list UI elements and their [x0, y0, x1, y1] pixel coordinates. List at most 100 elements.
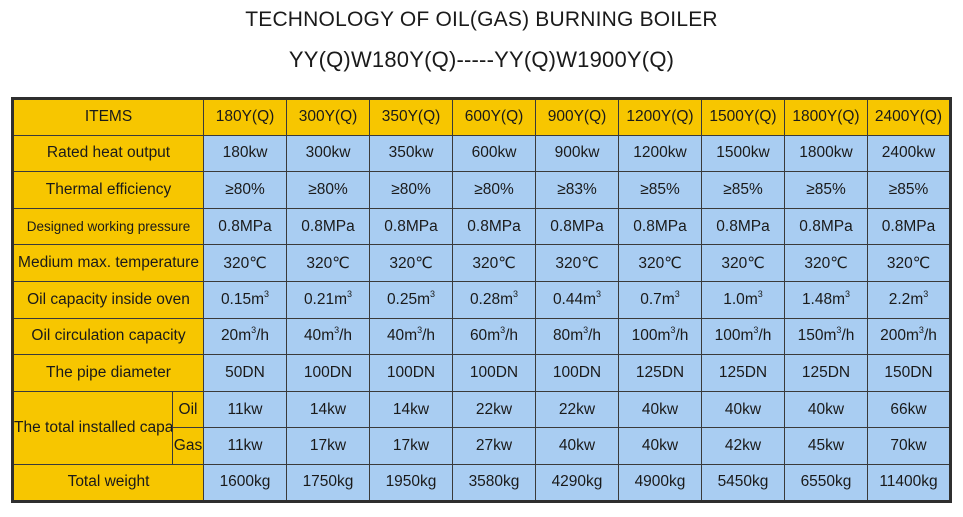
spec-value-cell: 0.21m3: [286, 280, 370, 319]
spec-value-cell: 40m3/h: [369, 317, 453, 356]
spec-value: 1.48: [801, 290, 833, 308]
spec-value: 600kw: [471, 144, 517, 162]
spec-value: 80: [552, 327, 571, 345]
items-header-cell: ITEMS: [12, 98, 204, 136]
spec-value: 0.8MPa: [467, 217, 521, 235]
model-header-cell: 600Y(Q): [452, 98, 536, 136]
oil-sublabel: Oil: [172, 390, 204, 429]
unit-suffix: /h: [675, 327, 689, 345]
oil-power-cell: 14kw: [286, 390, 370, 429]
unit-superscript: 3: [347, 288, 353, 299]
row-label: Rated heat output: [12, 134, 204, 173]
spec-value: ≥85%: [640, 180, 680, 198]
spec-value-cell: 1.0m3: [701, 280, 785, 319]
unit-superscript: 3: [334, 325, 340, 336]
spec-value: 0.44: [552, 290, 584, 308]
unit-label: m: [657, 327, 671, 345]
weight-value-cell: 4290kg: [535, 463, 619, 502]
oil-power-cell: 14kw: [369, 390, 453, 429]
unit-label: m: [334, 290, 348, 308]
weight-value-cell: 5450kg: [701, 463, 785, 502]
spec-value-cell: 320℃: [701, 244, 785, 282]
gas-power-cell: 40kw: [618, 427, 702, 465]
model-header-cell: 180Y(Q): [203, 98, 287, 136]
gas-power-cell: 11kw: [203, 427, 287, 465]
oil-power-cell: 22kw: [452, 390, 536, 429]
spec-value-cell: 0.8MPa: [535, 207, 619, 246]
spec-value-cell: 2.2m3: [867, 280, 951, 319]
spec-value-cell: 1800kw: [784, 134, 868, 173]
spec-value-cell: 0.8MPa: [369, 207, 453, 246]
spec-value-cell: ≥85%: [867, 171, 951, 209]
spec-value-cell: 0.15m3: [203, 280, 287, 319]
spec-value-cell: 0.8MPa: [784, 207, 868, 246]
gas-power-cell: 27kw: [452, 427, 536, 465]
gas-power-cell: 70kw: [867, 427, 951, 465]
unit-superscript: 3: [757, 288, 763, 299]
weight-value-cell: 1750kg: [286, 463, 370, 502]
oil-power-cell: 11kw: [203, 390, 287, 429]
spec-value-cell: 320℃: [369, 244, 453, 282]
spec-value-cell: 40m3/h: [286, 317, 370, 356]
spec-value-cell: 150m3/h: [784, 317, 868, 356]
spec-value: 50DN: [225, 363, 265, 381]
spec-value: 0.15: [220, 290, 252, 308]
spec-value-cell: 100m3/h: [701, 317, 785, 356]
spec-value: 150DN: [884, 363, 933, 381]
spec-value: 2400kw: [881, 144, 936, 162]
spec-row: Oil circulation capacity 20m3/h 40m3/h 40m3…: [12, 317, 951, 356]
spec-value: 320℃: [389, 254, 433, 272]
spec-value-cell: 100DN: [452, 354, 536, 392]
spec-value-cell: 350kw: [369, 134, 453, 173]
spec-row: Oil capacity inside oven 0.15m3 0.21m3 0.25…: [12, 280, 951, 319]
gas-power-cell: 42kw: [701, 427, 785, 465]
spec-value: ≥80%: [308, 180, 348, 198]
unit-suffix: /h: [841, 327, 855, 345]
spec-value: 320℃: [306, 254, 350, 272]
spec-value: 1.0: [723, 290, 745, 308]
spec-value: ≥85%: [723, 180, 763, 198]
unit-label: m: [251, 290, 265, 308]
spec-value-cell: 60m3/h: [452, 317, 536, 356]
unit-superscript: 3: [845, 288, 851, 299]
weight-value-cell: 1950kg: [369, 463, 453, 502]
spec-value-cell: 1500kw: [701, 134, 785, 173]
model-header-cell: 350Y(Q): [369, 98, 453, 136]
spec-value: 0.8MPa: [384, 217, 438, 235]
installed-capacity-oil-row: The total installed capacity of the syst…: [12, 390, 951, 465]
spec-value: 350kw: [388, 144, 434, 162]
spec-value-cell: 100DN: [286, 354, 370, 392]
spec-value-cell: 320℃: [535, 244, 619, 282]
model-header-cell: 1200Y(Q): [618, 98, 702, 136]
spec-value-cell: ≥85%: [701, 171, 785, 209]
spec-value: 40: [386, 327, 405, 345]
row-label: The pipe diameter: [12, 354, 204, 392]
spec-value: 0.8MPa: [633, 217, 687, 235]
spec-value: 0.7: [640, 290, 662, 308]
row-label: Designed working pressure: [12, 207, 204, 246]
spec-value-cell: ≥85%: [618, 171, 702, 209]
unit-label: m: [910, 290, 924, 308]
unit-superscript: 3: [918, 325, 924, 336]
spec-value-cell: ≥80%: [452, 171, 536, 209]
spec-value: 125DN: [635, 363, 685, 381]
spec-row: Medium max. temperature 320℃ 320℃ 320℃ 320℃ 3…: [12, 244, 951, 282]
spec-value: 0.21: [303, 290, 335, 308]
spec-value-cell: ≥80%: [369, 171, 453, 209]
unit-superscript: 3: [417, 325, 423, 336]
spec-row: Designed working pressure 0.8MPa 0.8MPa 0.8…: [12, 207, 951, 246]
spec-value: 1800kw: [799, 144, 853, 162]
spec-value: 0.8MPa: [218, 217, 272, 235]
unit-label: m: [740, 327, 754, 345]
unit-label: m: [661, 290, 675, 308]
gas-sublabel: Gas: [172, 427, 204, 465]
unit-suffix: /h: [505, 327, 519, 345]
unit-superscript: 3: [264, 288, 270, 299]
unit-label: m: [823, 327, 837, 345]
spec-value: 100: [714, 327, 741, 345]
unit-suffix: /h: [758, 327, 772, 345]
model-header-cell: 300Y(Q): [286, 98, 370, 136]
spec-value-cell: 0.8MPa: [203, 207, 287, 246]
unit-label: m: [487, 327, 501, 345]
spec-value: 100DN: [469, 363, 519, 381]
